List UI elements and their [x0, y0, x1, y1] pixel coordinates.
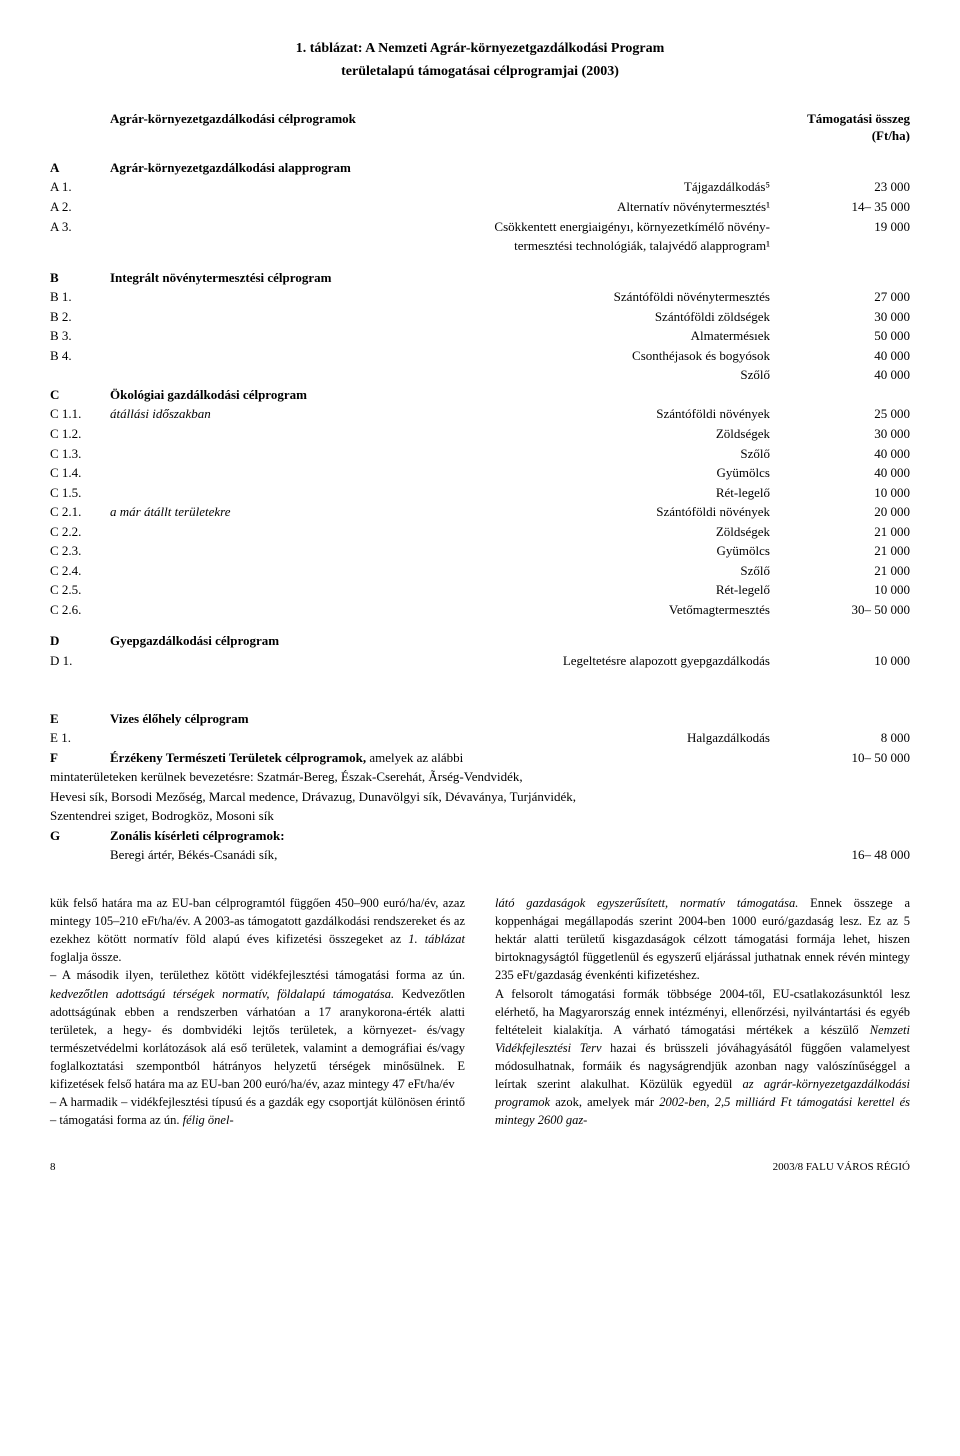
page-footer: 8 2003/8 FALU VÁROS RÉGIÓ	[50, 1160, 910, 1175]
table-row: E 1. Halgazdálkodás 8 000	[50, 729, 910, 747]
table-row: C 2.3. Gyümölcs 21 000	[50, 542, 910, 560]
table-row: Beregi ártér, Békés-Csanádi sík, 16– 48 …	[50, 846, 910, 864]
header-right2: (Ft/ha)	[790, 127, 910, 145]
section-f-header: F Érzékeny Természeti Területek célprogr…	[50, 749, 910, 767]
table-row: C 1.2. Zöldségek 30 000	[50, 425, 910, 443]
table-row: A 1. Tájgazdálkodás⁵ 23 000	[50, 178, 910, 196]
body-right-column: látó gazdaságok egyszerűsített, normatív…	[495, 894, 910, 1130]
section-d-header: D Gyepgazdálkodási célprogram	[50, 632, 910, 650]
table-row: C 1.5. Rét-legelő 10 000	[50, 484, 910, 502]
table-row: C 2.1. a már átállt területekre Szántófö…	[50, 503, 910, 521]
section-title: Zonális kísérleti célprogramok:	[110, 827, 790, 845]
body-text: kük felső határa ma az EU-ban célprogram…	[50, 894, 910, 1130]
table-row: C 2.4. Szőlő 21 000	[50, 562, 910, 580]
table-row: Szőlő 40 000	[50, 366, 910, 384]
section-title-rest: amelyek az alábbi	[366, 750, 463, 765]
table-header: Agrár-környezetgazdálkodási célprogramok…	[50, 110, 910, 145]
table-row: C 1.4. Gyümölcs 40 000	[50, 464, 910, 482]
table-row: termesztési technológiák, talajvédő alap…	[50, 237, 910, 255]
section-e-header: E Vizes élőhely célprogram	[50, 710, 910, 728]
table-row: mintaterületeken kerülnek bevezetésre: S…	[50, 768, 910, 786]
table-row: A 2. Alternatív növénytermesztés¹ 14– 35…	[50, 198, 910, 216]
section-title: Vizes élőhely célprogram	[110, 710, 790, 728]
section-code: B	[50, 269, 110, 287]
table-row: B 4. Csonthéjasok és bogyósok 40 000	[50, 347, 910, 365]
section-code: G	[50, 827, 110, 845]
page-number: 8	[50, 1160, 56, 1175]
table-row: C 1.1. átállási időszakban Szántóföldi n…	[50, 405, 910, 423]
section-code: E	[50, 710, 110, 728]
table-row: Szentendrei sziget, Bodrogköz, Mosoni sí…	[50, 807, 910, 825]
table-row: C 2.5. Rét-legelő 10 000	[50, 581, 910, 599]
footer-right: 2003/8 FALU VÁROS RÉGIÓ	[773, 1160, 910, 1175]
section-code: F	[50, 749, 110, 767]
section-code: A	[50, 159, 110, 177]
header-right1: Támogatási összeg	[790, 110, 910, 128]
section-g-header: G Zonális kísérleti célprogramok:	[50, 827, 910, 845]
header-left: Agrár-környezetgazdálkodási célprogramok	[110, 110, 790, 145]
section-code: C	[50, 386, 110, 404]
table-row: C 1.3. Szőlő 40 000	[50, 445, 910, 463]
table-row: C 2.2. Zöldségek 21 000	[50, 523, 910, 541]
section-title: Integrált növénytermesztési célprogram	[110, 269, 790, 287]
section-title: Agrár-környezetgazdálkodási alapprogram	[110, 159, 790, 177]
table-row: Hevesi sík, Borsodi Mezőség, Marcal mede…	[50, 788, 910, 806]
table-row: C 2.6. Vetőmagtermesztés 30– 50 000	[50, 601, 910, 619]
table-title-line1: 1. táblázat: A Nemzeti Agrár-környezetga…	[50, 40, 910, 59]
section-title: Ökológiai gazdálkodási célprogram	[110, 386, 790, 404]
table-row: D 1. Legeltetésre alapozott gyepgazdálko…	[50, 652, 910, 670]
table-row: A 3. Csökkentett energiaigényı, környeze…	[50, 218, 910, 236]
table-row: B 1. Szántóföldi növénytermesztés 27 000	[50, 288, 910, 306]
table-row: B 2. Szántóföldi zöldségek 30 000	[50, 308, 910, 326]
section-c-header: C Ökológiai gazdálkodási célprogram	[50, 386, 910, 404]
table-title-line2: területalapú támogatásai célprogramjai (…	[50, 63, 910, 82]
section-title: Gyepgazdálkodási célprogram	[110, 632, 790, 650]
section-title-bold: Érzékeny Természeti Területek célprogram…	[110, 750, 366, 765]
section-a-header: A Agrár-környezetgazdálkodási alapprogra…	[50, 159, 910, 177]
section-b-header: B Integrált növénytermesztési célprogram	[50, 269, 910, 287]
table-row: B 3. Almatermésıek 50 000	[50, 327, 910, 345]
body-left-column: kük felső határa ma az EU-ban célprogram…	[50, 894, 465, 1130]
section-code: D	[50, 632, 110, 650]
